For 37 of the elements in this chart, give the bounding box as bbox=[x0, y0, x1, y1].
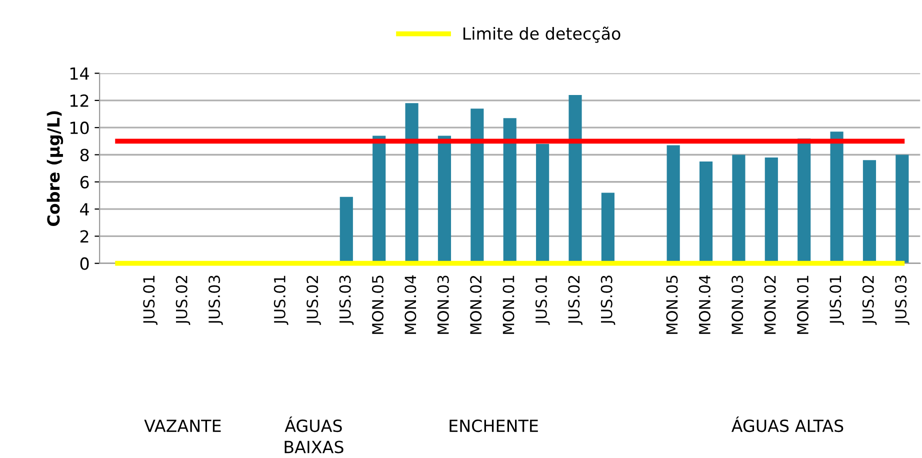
x-tick-label: JUS.02 bbox=[306, 276, 321, 325]
y-tick-label: 10 bbox=[70, 122, 89, 134]
bar bbox=[896, 154, 909, 264]
text: VAZANTE bbox=[144, 420, 221, 432]
x-tick-label: MON.03 bbox=[437, 276, 449, 334]
y-tick-label: 12 bbox=[70, 94, 88, 107]
x-tick-label: MON.02 bbox=[470, 276, 482, 334]
x-tick-label: MON.03 bbox=[732, 276, 744, 334]
x-tick-label: JUS.03 bbox=[895, 276, 910, 325]
x-tick-label: JUS.01 bbox=[535, 276, 550, 325]
x-tick-label: JUS.01 bbox=[274, 276, 288, 325]
x-tick-label: JUS.01 bbox=[830, 276, 844, 325]
y-tick-label: 0 bbox=[80, 257, 89, 270]
y-axis-title: Cobre (µg/L) bbox=[46, 111, 64, 226]
x-tick-label: MON.04 bbox=[404, 275, 416, 334]
x-tick-label: JUS.02 bbox=[862, 276, 877, 325]
x-tick-label: JUS.03 bbox=[339, 276, 354, 325]
x-tick-label: MON.05 bbox=[666, 276, 678, 334]
x-tick-label: JUS.01 bbox=[143, 276, 158, 325]
text: ÁGUAS ALTAS bbox=[732, 416, 844, 432]
x-tick-label: JUS.03 bbox=[208, 276, 223, 325]
legend-label: Limite de detecção bbox=[463, 26, 620, 43]
y-tick-label: 14 bbox=[70, 67, 89, 80]
x-tick-label: JUS.02 bbox=[568, 276, 583, 325]
x-tick-label: MON.04 bbox=[698, 275, 710, 334]
x-tick-label: MON.05 bbox=[372, 276, 384, 334]
y-tick-label: 6 bbox=[80, 176, 89, 188]
y-tick-label: 2 bbox=[80, 230, 88, 243]
y-tick-label: 8 bbox=[80, 148, 89, 162]
x-tick-label: MON.01 bbox=[502, 276, 514, 334]
x-tick-label: MON.02 bbox=[764, 276, 776, 334]
x-tick-label: JUS.02 bbox=[176, 276, 190, 325]
x-tick-label: JUS.03 bbox=[600, 276, 616, 325]
text: ENCHENTE bbox=[450, 420, 538, 432]
x-tick-label: MON.01 bbox=[796, 276, 809, 334]
y-tick-label: 4 bbox=[80, 203, 89, 216]
text: ÁGUAS BAIXAS bbox=[284, 416, 344, 454]
